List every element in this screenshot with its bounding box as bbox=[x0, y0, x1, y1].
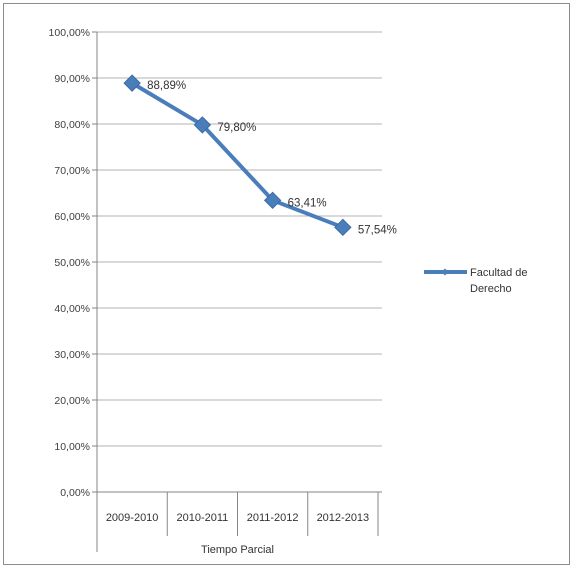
data-point-marker bbox=[193, 116, 212, 134]
legend-label: Derecho bbox=[470, 283, 512, 295]
y-tick-label: 10,00% bbox=[54, 441, 90, 453]
series-group bbox=[123, 74, 352, 237]
y-tick-label: 40,00% bbox=[54, 303, 90, 315]
y-tick-label: 30,00% bbox=[54, 349, 90, 361]
data-point-marker bbox=[334, 218, 352, 237]
data-label: 79,80% bbox=[217, 122, 256, 134]
y-tick-label: 0,00% bbox=[60, 487, 90, 499]
gridlines bbox=[92, 31, 382, 493]
y-tick-label: 90,00% bbox=[54, 73, 90, 85]
y-tick-labels: 0,00% 10,00% 20,00% 30,00% 40,00% 50,00% 60,00… bbox=[49, 27, 90, 499]
legend: Facultad de Derecho bbox=[424, 267, 527, 295]
y-tick-label: 50,00% bbox=[54, 257, 90, 269]
x-tick-label: 2012-2013 bbox=[317, 512, 370, 524]
legend-marker bbox=[441, 268, 449, 276]
x-tick-label: 2010-2011 bbox=[176, 512, 228, 524]
x-tick-label: 2011-2012 bbox=[247, 512, 299, 524]
y-tick-label: 80,00% bbox=[54, 119, 90, 131]
data-label: 88,89% bbox=[147, 80, 186, 92]
y-tick-label: 100,00% bbox=[49, 27, 90, 39]
x-axis-title: Tiempo Parcial bbox=[201, 544, 274, 556]
data-point-marker bbox=[123, 74, 141, 92]
axes bbox=[96, 32, 382, 552]
y-tick-label: 20,00% bbox=[54, 395, 90, 407]
series-line bbox=[131, 81, 344, 230]
data-labels: 88,89% 79,80% 63,41% 57,54% bbox=[147, 80, 397, 236]
data-point-marker bbox=[263, 191, 282, 210]
x-tick-labels: 2009-2010 2010-2011 2011-2012 2012-2013 bbox=[106, 512, 369, 524]
y-tick-label: 60,00% bbox=[54, 211, 90, 223]
y-tick-label: 70,00% bbox=[54, 165, 90, 177]
legend-label: Facultad de bbox=[470, 267, 527, 279]
data-label: 63,41% bbox=[288, 197, 327, 209]
x-tick-label: 2009-2010 bbox=[106, 512, 159, 524]
data-label: 57,54% bbox=[358, 224, 397, 236]
